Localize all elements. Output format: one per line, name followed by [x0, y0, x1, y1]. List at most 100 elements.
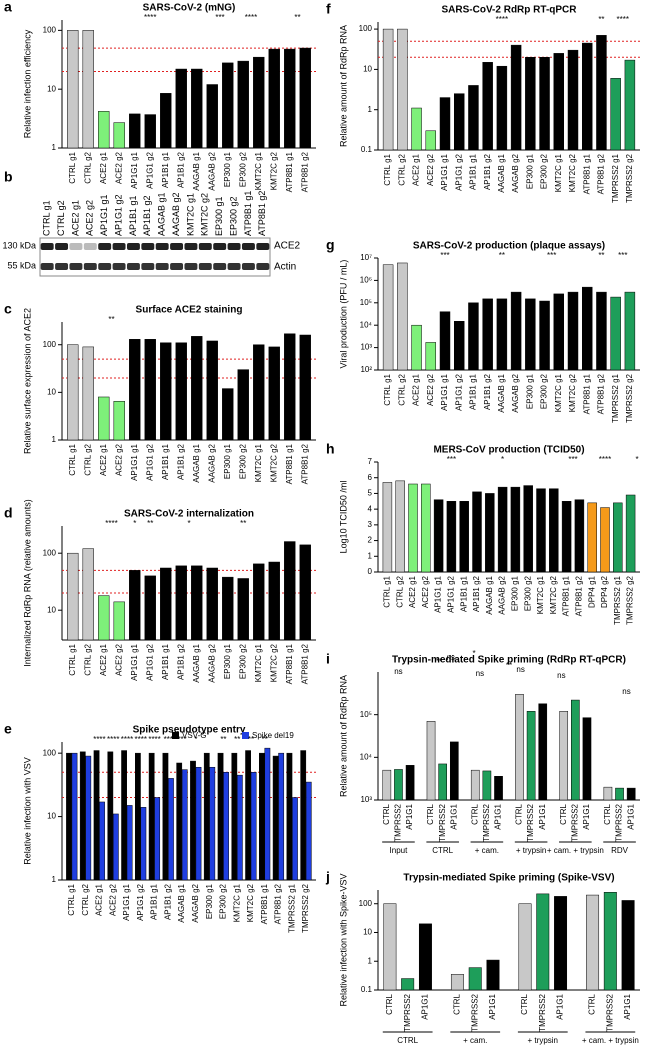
- bar: [574, 499, 585, 573]
- group-label: Input: [390, 846, 409, 855]
- x-tick-label: AP1B1 g1: [469, 373, 478, 410]
- bar: [625, 494, 636, 573]
- x-tick-label: ACE2 g2: [426, 373, 435, 406]
- bar: [206, 567, 218, 641]
- x-tick-label: TMPRSS2 g2: [626, 575, 635, 624]
- y-tick-label: 1: [52, 435, 57, 444]
- bar: [523, 485, 533, 573]
- bar: [82, 30, 94, 149]
- bar: [67, 552, 79, 641]
- panel-label: g: [326, 237, 335, 253]
- band: [241, 263, 255, 270]
- x-tick-label: CTRL: [603, 803, 612, 824]
- bar: [299, 47, 311, 149]
- bar: [135, 752, 141, 881]
- bar: [581, 286, 593, 371]
- bar: [305, 781, 312, 881]
- group-label: + cam. + trypsin: [582, 1036, 639, 1045]
- x-tick-label: AP1G1: [582, 803, 591, 829]
- bar: [596, 291, 607, 371]
- bar: [496, 298, 508, 371]
- significance: ***: [440, 251, 449, 260]
- bar: [482, 62, 493, 151]
- x-tick-label: AP1G1: [449, 803, 458, 829]
- bar: [284, 333, 296, 441]
- y-tick-label: 1: [52, 143, 57, 152]
- y-tick-label: 2: [368, 536, 373, 545]
- band: [55, 243, 69, 250]
- significance: **: [294, 13, 300, 22]
- bar: [486, 959, 500, 991]
- y-tick-label: 7: [368, 457, 373, 466]
- band: [170, 243, 184, 250]
- bar: [98, 396, 110, 441]
- bar: [549, 488, 559, 573]
- x-tick-label: EP300 g2: [540, 153, 549, 189]
- x-tick-label: CTRL g2: [83, 643, 92, 675]
- bar: [82, 548, 94, 641]
- x-tick-label: ATP8B1 g1: [285, 151, 294, 192]
- bar: [113, 601, 125, 641]
- bar: [446, 501, 457, 573]
- x-tick-label: KMT2C g2: [269, 643, 278, 682]
- bar: [162, 752, 169, 881]
- x-tick-label: TMPRSS2: [526, 803, 535, 841]
- bar: [536, 893, 550, 991]
- bar: [411, 324, 422, 371]
- significance: *: [635, 455, 638, 464]
- y-tick-label: 10: [47, 605, 56, 614]
- y-axis-label: Internalized RdRp RNA (relative amounts): [22, 499, 32, 667]
- bar: [93, 750, 100, 881]
- x-tick-label: EP300 g2: [540, 373, 549, 409]
- bar: [538, 703, 548, 801]
- significance: ****: [245, 13, 257, 22]
- x-tick-label: TMPRSS2 g1: [287, 883, 296, 932]
- significance: **: [147, 519, 153, 528]
- bar: [250, 772, 257, 881]
- y-tick-label: 100: [359, 899, 373, 908]
- bar: [66, 752, 72, 881]
- bar: [253, 344, 265, 441]
- bar: [272, 755, 279, 881]
- band: [126, 243, 140, 250]
- x-tick-label: CTRL: [515, 803, 524, 824]
- bar: [222, 62, 234, 149]
- band: [256, 243, 270, 250]
- legend-label: VSV-G: [182, 731, 206, 740]
- legend-swatch: [172, 732, 179, 739]
- x-tick-label: ACE2 g2: [114, 643, 123, 676]
- group-label: + trypsin: [516, 846, 546, 855]
- bar: [439, 97, 451, 151]
- x-tick-label: TMPRSS2: [470, 993, 479, 1031]
- band: [69, 263, 83, 270]
- bar: [382, 28, 394, 151]
- band: [112, 263, 126, 270]
- band: [112, 243, 126, 250]
- x-tick-label: KMT2C g1: [254, 151, 263, 190]
- lane-label: EP300 g1: [214, 196, 224, 236]
- y-axis-label: Log10 TCID50 /ml: [338, 481, 348, 554]
- bar: [586, 894, 600, 991]
- x-tick-label: KMT2C g2: [568, 373, 577, 412]
- bar: [418, 923, 432, 991]
- x-tick-label: CTRL: [382, 803, 391, 824]
- chart-title: Trypsin-mediated Spike priming (RdRp RT-…: [392, 655, 626, 666]
- bar: [195, 766, 202, 881]
- significance: ns: [557, 671, 565, 680]
- bar: [510, 486, 521, 573]
- bar: [264, 747, 271, 881]
- band: [155, 243, 169, 250]
- x-tick-label: CTRL g2: [83, 151, 92, 183]
- bar: [278, 752, 285, 881]
- bar: [408, 483, 418, 573]
- bar: [581, 42, 593, 151]
- band: [155, 263, 169, 270]
- x-tick-label: EP300 g2: [238, 443, 247, 479]
- x-tick-label: KMT2C g1: [554, 153, 563, 192]
- y-tick-label: 10⁵: [360, 710, 372, 719]
- bar: [496, 65, 508, 151]
- panel-label: j: [325, 869, 330, 885]
- bar: [603, 786, 613, 801]
- panel-label: b: [4, 169, 13, 185]
